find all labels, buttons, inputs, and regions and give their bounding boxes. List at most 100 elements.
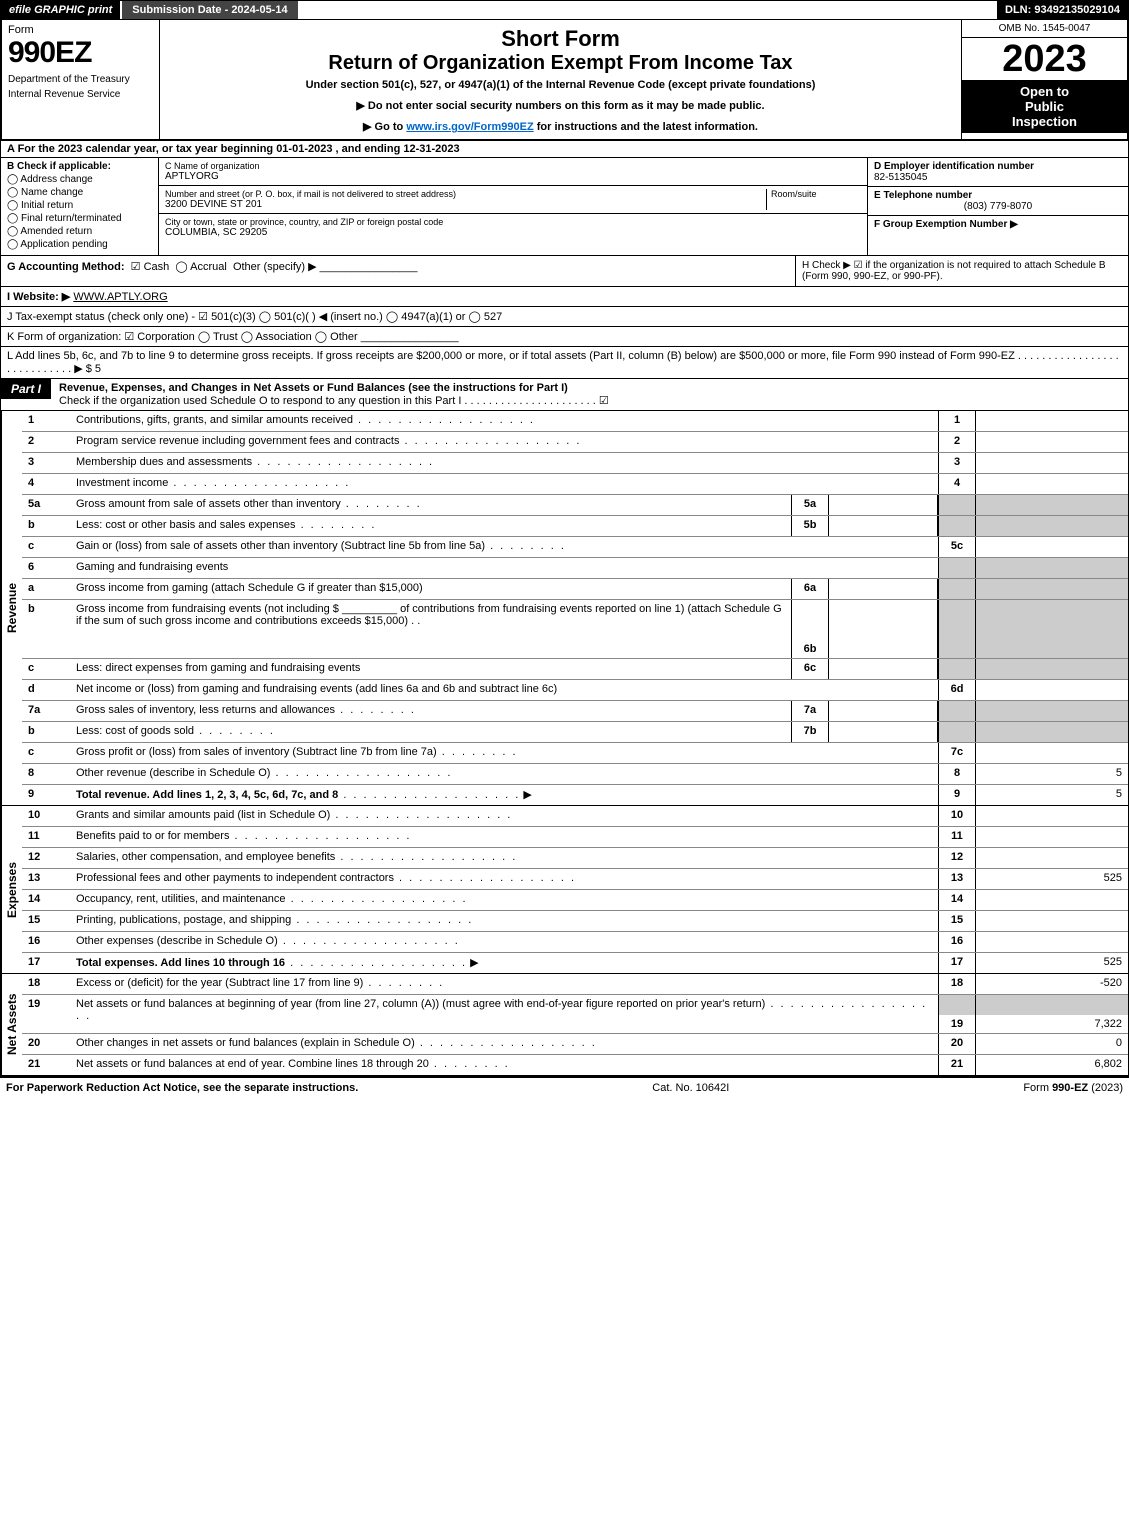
ln5c-rnum: 5c	[938, 537, 976, 557]
footer-center: Cat. No. 10642I	[358, 1082, 1023, 1094]
cb-address-change[interactable]: ◯ Address change	[7, 174, 152, 185]
ln6-rvshade	[976, 558, 1128, 578]
irs-link[interactable]: www.irs.gov/Form990EZ	[406, 121, 533, 133]
row-gh: G Accounting Method: ☑ Cash ◯ Accrual Ot…	[0, 256, 1129, 287]
revenue-section: Revenue 1Contributions, gifts, grants, a…	[0, 411, 1129, 806]
section-c: C Name of organization APTLYORG Number a…	[159, 158, 867, 255]
cb-application-pending[interactable]: ◯ Application pending	[7, 239, 152, 250]
section-b-label: B Check if applicable:	[7, 161, 111, 172]
goto-pre: ▶ Go to	[363, 121, 406, 133]
ln18-val: -520	[976, 974, 1128, 994]
ln19-shade	[938, 995, 976, 1015]
ln5a-rvshade	[976, 495, 1128, 515]
cb-final-return[interactable]: ◯ Final return/terminated	[7, 213, 152, 224]
ln7a-rvshade	[976, 701, 1128, 721]
cb-amended-return[interactable]: ◯ Amended return	[7, 226, 152, 237]
ln6b-num: b	[22, 600, 74, 658]
ln7c-num: c	[22, 743, 74, 763]
ln6a-rvshade	[976, 579, 1128, 599]
ln2-rnum: 2	[938, 432, 976, 452]
group-exemption-cell: F Group Exemption Number ▶	[868, 216, 1128, 233]
ln13-desc: Professional fees and other payments to …	[74, 869, 938, 889]
form-word: Form	[8, 24, 153, 36]
ln6c-rvshade	[976, 659, 1128, 679]
cb-name-change[interactable]: ◯ Name change	[7, 187, 152, 198]
footer-left: For Paperwork Reduction Act Notice, see …	[6, 1082, 358, 1094]
room-label: Room/suite	[771, 189, 861, 199]
ln13-val: 525	[976, 869, 1128, 889]
ln4-num: 4	[22, 474, 74, 494]
ln14-rnum: 14	[938, 890, 976, 910]
ln2-desc: Program service revenue including govern…	[74, 432, 938, 452]
form-id-block: Form 990EZ Department of the Treasury In…	[2, 20, 160, 139]
ln6b-sn: 6b	[791, 600, 829, 658]
ln14-desc: Occupancy, rent, utilities, and maintena…	[74, 890, 938, 910]
ln16-rnum: 16	[938, 932, 976, 952]
omb-number: OMB No. 1545-0047	[962, 20, 1127, 38]
ln13-num: 13	[22, 869, 74, 889]
phone-cell: E Telephone number (803) 779-8070	[868, 187, 1128, 216]
ln1-val	[976, 411, 1128, 431]
ln7c-desc: Gross profit or (loss) from sales of inv…	[74, 743, 938, 763]
ln19-val: 7,322	[976, 1015, 1128, 1033]
part1-title: Revenue, Expenses, and Changes in Net As…	[59, 382, 568, 394]
row-i: I Website: ▶ WWW.APTLY.ORG	[0, 287, 1129, 307]
row-j: J Tax-exempt status (check only one) - ☑…	[0, 307, 1129, 327]
ln18-desc: Excess or (deficit) for the year (Subtra…	[74, 974, 938, 994]
ln6c-desc: Less: direct expenses from gaming and fu…	[74, 659, 791, 679]
expenses-section: Expenses 10Grants and similar amounts pa…	[0, 806, 1129, 974]
ln6c-num: c	[22, 659, 74, 679]
ln20-rnum: 20	[938, 1034, 976, 1054]
ln15-num: 15	[22, 911, 74, 931]
ln8-rnum: 8	[938, 764, 976, 784]
form-number: 990EZ	[8, 36, 153, 70]
org-name-label: C Name of organization	[165, 161, 861, 171]
inspect-3: Inspection	[1012, 114, 1077, 129]
ln7b-sn: 7b	[791, 722, 829, 742]
ln5a-num: 5a	[22, 495, 74, 515]
ln9-val: 5	[976, 785, 1128, 805]
ln2-val	[976, 432, 1128, 452]
sidebar-revenue: Revenue	[1, 411, 22, 805]
ln18-num: 18	[22, 974, 74, 994]
ln6b-sv	[829, 600, 938, 658]
g-cash[interactable]: Cash	[144, 261, 170, 273]
g-other[interactable]: Other (specify) ▶	[233, 261, 317, 273]
ln5c-num: c	[22, 537, 74, 557]
efile-label[interactable]: efile GRAPHIC print	[1, 1, 120, 19]
city-label: City or town, state or province, country…	[165, 217, 861, 227]
ln21-desc: Net assets or fund balances at end of ye…	[74, 1055, 938, 1075]
ln19-shadeval	[976, 995, 1128, 1015]
row-a-calendar: A For the 2023 calendar year, or tax yea…	[0, 141, 1129, 158]
ln17-val: 525	[976, 953, 1128, 973]
row-g: G Accounting Method: ☑ Cash ◯ Accrual Ot…	[1, 256, 795, 286]
ln16-desc: Other expenses (describe in Schedule O)	[74, 932, 938, 952]
ln3-val	[976, 453, 1128, 473]
row-l-text: L Add lines 5b, 6c, and 7b to line 9 to …	[7, 350, 1119, 375]
ln5b-sv	[829, 516, 938, 536]
ln10-val	[976, 806, 1128, 826]
cb-initial-return[interactable]: ◯ Initial return	[7, 200, 152, 211]
ein-label: D Employer identification number	[874, 161, 1034, 172]
ln6d-rnum: 6d	[938, 680, 976, 700]
row-h: H Check ▶ ☑ if the organization is not r…	[795, 256, 1128, 286]
addr-label: Number and street (or P. O. box, if mail…	[165, 189, 766, 199]
ln6c-sv	[829, 659, 938, 679]
ln7a-rshade	[938, 701, 976, 721]
ln7a-sv	[829, 701, 938, 721]
row-l: L Add lines 5b, 6c, and 7b to line 9 to …	[0, 347, 1129, 379]
ln3-num: 3	[22, 453, 74, 473]
ln12-num: 12	[22, 848, 74, 868]
ln5b-rshade	[938, 516, 976, 536]
website-value[interactable]: WWW.APTLY.ORG	[73, 291, 167, 303]
ln17-num: 17	[22, 953, 74, 973]
ln6d-val	[976, 680, 1128, 700]
row-a-text: A For the 2023 calendar year, or tax yea…	[7, 143, 460, 155]
goto-post: for instructions and the latest informat…	[534, 121, 758, 133]
inspect-1: Open to	[1020, 84, 1069, 99]
info-grid: B Check if applicable: ◯ Address change …	[0, 158, 1129, 256]
g-accrual[interactable]: Accrual	[190, 261, 227, 273]
ln14-val	[976, 890, 1128, 910]
ln6a-desc: Gross income from gaming (attach Schedul…	[74, 579, 791, 599]
ln11-rnum: 11	[938, 827, 976, 847]
